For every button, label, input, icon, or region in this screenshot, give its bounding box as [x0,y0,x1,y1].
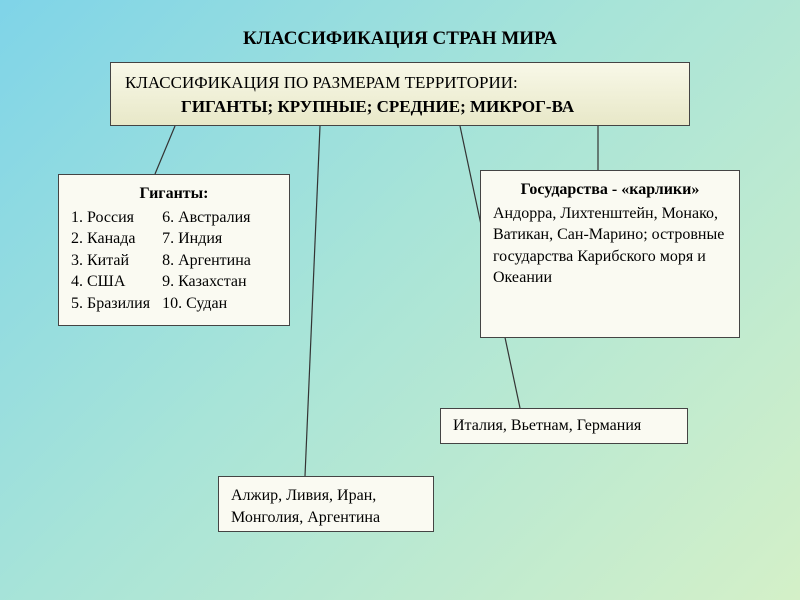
dwarfs-box: Государства - «карлики» Андорра, Лихтенш… [480,170,740,338]
giants-item: 9. Казахстан [162,271,251,293]
giants-item: 2. Канада [71,228,150,250]
giants-item: 4. США [71,271,150,293]
large-text: Алжир, Ливия, Иран, Монголия, Аргентина [231,487,380,526]
classification-header-line2: ГИГАНТЫ; КРУПНЫЕ; СРЕДНИЕ; МИКРОГ-ВА [125,95,675,119]
page-title: КЛАССИФИКАЦИЯ СТРАН МИРА [0,28,800,50]
giants-item: 3. Китай [71,250,150,272]
dwarfs-body: Андорра, Лихтенштейн, Монако, Ватикан, С… [493,203,727,289]
giants-heading: Гиганты: [71,183,277,205]
giants-col1: 1. Россия 2. Канада 3. Китай 4. США 5. Б… [71,207,150,315]
giants-col2: 6. Австралия 7. Индия 8. Аргентина 9. Ка… [162,207,251,315]
giants-item: 6. Австралия [162,207,251,229]
giants-item: 5. Бразилия [71,293,150,315]
giants-box: Гиганты: 1. Россия 2. Канада 3. Китай 4.… [58,174,290,326]
giants-item: 8. Аргентина [162,250,251,272]
medium-box: Италия, Вьетнам, Германия [440,408,688,444]
dwarfs-heading: Государства - «карлики» [493,179,727,201]
giants-item: 10. Судан [162,293,251,315]
giants-item: 1. Россия [71,207,150,229]
medium-text: Италия, Вьетнам, Германия [453,415,641,437]
classification-header-line1: КЛАССИФИКАЦИЯ ПО РАЗМЕРАМ ТЕРРИТОРИИ: [125,71,675,95]
large-box: Алжир, Ливия, Иран, Монголия, Аргентина [218,476,434,532]
giants-item: 7. Индия [162,228,251,250]
giants-list: 1. Россия 2. Канада 3. Китай 4. США 5. Б… [71,207,277,315]
classification-header-box: КЛАССИФИКАЦИЯ ПО РАЗМЕРАМ ТЕРРИТОРИИ: ГИ… [110,62,690,126]
